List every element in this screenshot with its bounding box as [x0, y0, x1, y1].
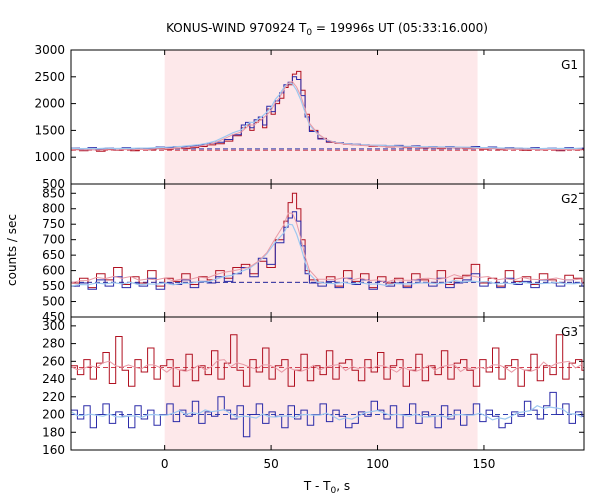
panel-g3-ytick-label: 180 — [42, 425, 65, 439]
panel-g3-fit-red — [70, 359, 583, 373]
shaded-interval — [164, 50, 478, 450]
xtick-label: 100 — [366, 457, 389, 471]
panel-g3-ytick-label: 300 — [42, 319, 65, 333]
chart-title-prefix: KONUS-WIND 970924 T — [166, 21, 307, 35]
panel-g3-series-blue — [71, 391, 584, 438]
panel-g3-frame — [70, 316, 585, 451]
y-axis-label: counts / sec — [5, 214, 19, 286]
panel-g3-ytick-label: 260 — [42, 354, 65, 368]
panel-g1-ytick-label: 2500 — [34, 70, 65, 84]
panel-g2-ytick-label: 600 — [42, 264, 65, 278]
panel-g2-ytick-label: 650 — [42, 248, 65, 262]
panel-g2-ytick-label: 500 — [42, 295, 65, 309]
panel-g1-ytick-label: 1500 — [34, 123, 65, 137]
panel-g1-fit-blue — [70, 82, 582, 150]
panel-g2-ytick-label: 800 — [42, 202, 65, 216]
panel-g1-fit-red — [70, 81, 582, 151]
chart-title-suffix: = 19996s UT (05:33:16.000) — [312, 21, 488, 35]
panel-g2-ytick-label: 700 — [42, 233, 65, 247]
xtick-label: 150 — [473, 457, 496, 471]
panel-g1-ytick-label: 2000 — [34, 97, 65, 111]
panel-g2-series-blue — [71, 211, 584, 290]
panel-g1-label: G1 — [561, 58, 578, 72]
xtick-label: 0 — [161, 457, 169, 471]
panel-g3-ytick-label: 220 — [42, 390, 65, 404]
panel-g3-ytick-label: 240 — [42, 372, 65, 386]
panel-g3-series-red — [71, 334, 584, 387]
panel-g3-fit-blue — [70, 405, 583, 421]
panel-g2-fit-red — [70, 212, 582, 284]
panel-g2-ytick-label: 850 — [42, 186, 65, 200]
panel-g3-ytick-label: 280 — [42, 337, 65, 351]
panel-g3-label: G3 — [561, 325, 578, 339]
xtick-label: 50 — [263, 457, 278, 471]
panel-g2-ytick-label: 750 — [42, 217, 65, 231]
chart-title: KONUS-WIND 970924 T0 = 19996s UT (05:33:… — [166, 21, 488, 38]
panel-g3-ytick-label: 160 — [42, 443, 65, 457]
panel-g2-fit-blue — [70, 223, 582, 287]
panel-g2-label: G2 — [561, 192, 578, 206]
chart-title-sub: 0 — [306, 28, 312, 38]
panel-g1-ytick-label: 3000 — [34, 43, 65, 57]
x-axis-label-suffix: , s — [336, 479, 350, 493]
panel-g2-ytick-label: 450 — [42, 310, 65, 324]
panel-g1-ytick-label: 1000 — [34, 150, 65, 164]
x-axis-label-prefix: T - T — [303, 479, 331, 493]
x-axis-label-sub: 0 — [331, 486, 337, 496]
x-axis-label: T - T0, s — [303, 479, 350, 496]
panel-g2-ytick-label: 550 — [42, 279, 65, 293]
panels-group: 50010001500200025003000G1450500550600650… — [34, 43, 585, 471]
panel-g1-ytick-label: 500 — [42, 177, 65, 191]
panel-g3-ytick-label: 200 — [42, 408, 65, 422]
